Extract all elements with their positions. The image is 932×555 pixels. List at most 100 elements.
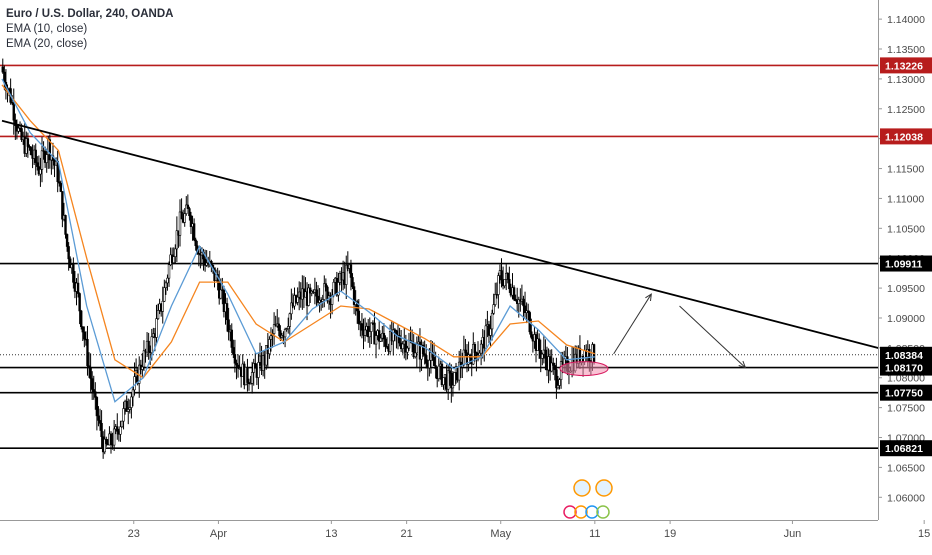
candle-body-235 [370,322,373,332]
price-level-tag-label-6: 1.06821 [885,443,923,455]
price-level-tag-label-4: 1.08170 [885,363,923,375]
candle-body-48 [76,282,80,294]
candle-body-257 [404,340,408,353]
candle-body-55 [87,365,91,369]
candle-body-269 [423,353,426,356]
time-tick-label-5: 11 [589,528,600,540]
candle-body-61 [97,415,100,421]
candle-body-182 [287,326,290,330]
candle-body-144 [227,319,230,333]
candle-body-244 [384,338,387,347]
candle-body-37 [59,182,63,192]
time-tick-label-2: 13 [325,528,337,540]
candle-body-66 [105,438,108,445]
highlight-zone [559,361,609,377]
ema-fast-legend[interactable]: EMA (10, close) [6,23,88,35]
candle-body-65 [103,438,106,453]
price-tick-label-6: 1.11000 [887,193,924,205]
candle-body-156 [246,367,249,383]
candle-body-227 [357,310,360,325]
price-tick-label-10: 1.09000 [887,313,925,325]
ema-slow-line [1,84,595,379]
candle-body-351 [552,362,555,366]
candle-body-240 [377,330,381,342]
candle-body-43 [69,258,72,269]
candle-body-102 [161,300,164,312]
candle-body-98 [155,318,158,338]
logo-globe-left [573,479,591,497]
candle-body-49 [78,293,81,312]
candle-body-8 [14,119,17,126]
candle-body-73 [116,426,119,432]
candle-body-297 [467,354,470,365]
candle-body-21 [34,149,37,163]
candle-body-211 [332,281,335,296]
candle-body-1 [3,71,6,83]
candle-body-249 [392,329,395,342]
candle-body-36 [58,181,61,184]
candle-body-314 [494,294,497,305]
symbol-title[interactable]: Euro / U.S. Dollar, 240, OANDA [6,8,174,20]
candle-body-305 [479,343,483,354]
candle-body-149 [235,362,238,366]
candle-body-311 [489,328,492,336]
candle-body-278 [437,365,440,379]
candle-body-89 [141,366,144,370]
candle-body-95 [150,336,153,354]
candle-body-195 [307,287,310,306]
candle-body-122 [192,223,196,241]
candle-body-358 [563,358,566,365]
candle-body-205 [323,283,326,300]
candle-body-201 [316,295,320,303]
candle-body-316 [497,275,500,295]
candle-body-291 [457,361,461,381]
candle-body-181 [285,328,288,330]
candle-body-139 [219,289,222,299]
time-tick-label-1: Apr [210,528,227,540]
candle-body-93 [147,340,150,352]
candle-body-109 [172,256,175,263]
candle-body-177 [279,330,282,338]
candle-body-263 [414,352,417,358]
candle-body-10 [17,127,20,132]
price-tick-label-15: 1.06500 [887,462,925,474]
candle-body-120 [189,215,193,227]
candle-body-247 [388,330,392,352]
candle-body-51 [81,326,84,333]
candle-body-168 [265,345,268,366]
logo-ring-0 [563,505,577,519]
candle-body-335 [526,310,530,313]
candle-body-60 [95,397,99,417]
candle-body-30 [48,139,52,161]
candle-body-264 [415,343,419,354]
candle-body-16 [26,138,30,147]
price-level-tag-4 [880,359,932,376]
candle-body-150 [236,364,240,369]
candle-body-332 [522,298,525,307]
candle-body-280 [440,363,444,386]
ema-slow-legend[interactable]: EMA (20, close) [6,38,88,50]
candle-body-304 [478,352,481,356]
candle-body-210 [330,294,334,305]
candle-body-24 [39,169,42,175]
candle-body-84 [133,376,136,391]
price-tick-label-9: 1.09500 [887,283,925,295]
candle-body-59 [94,391,97,398]
candle-body-45 [72,264,75,283]
price-level-tag-label-2: 1.09911 [885,259,923,271]
arrow-head-0 [645,293,652,302]
price-tick-label-0: 1.14000 [887,14,925,26]
price-level-tag-6 [880,440,932,457]
candle-body-231 [363,329,367,336]
candle-body-320 [503,279,506,287]
candle-body-7 [12,102,15,121]
candle-body-71 [112,428,116,446]
candle-body-82 [130,396,133,408]
candle-body-170 [268,339,271,355]
candle-body-250 [393,329,397,331]
price-level-tag-label-3: 1.08384 [885,350,923,362]
candle-body-171 [269,335,273,340]
candle-body-173 [272,324,276,334]
